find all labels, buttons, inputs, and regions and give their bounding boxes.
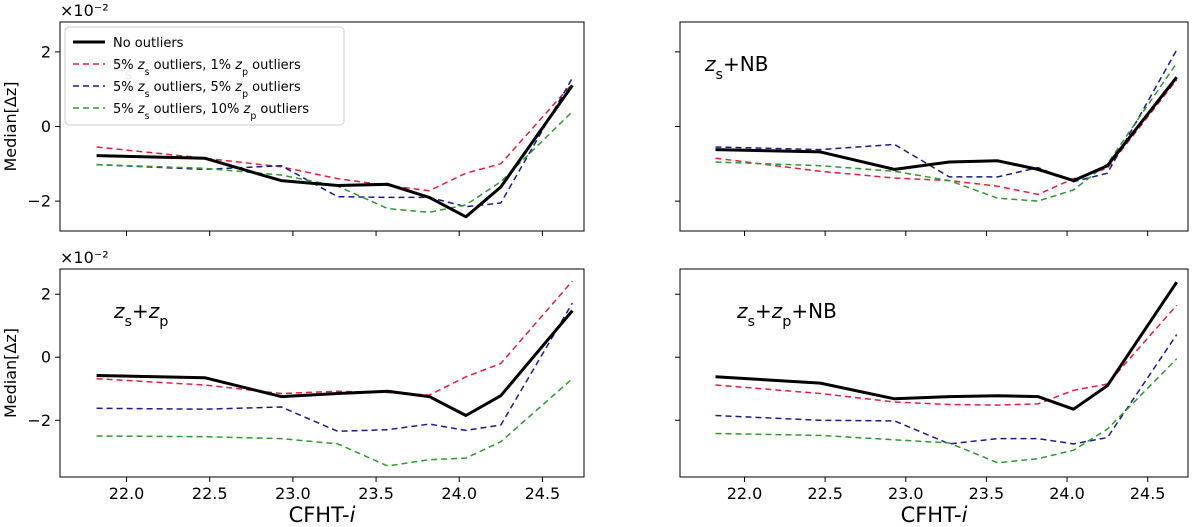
x-axis-title: CFHT-i — [901, 503, 968, 527]
x-tick-label: 24.0 — [1049, 484, 1085, 503]
y-tick-label: 2 — [41, 42, 51, 61]
x-tick-label: 23.0 — [888, 484, 924, 503]
x-tick-label: 24.5 — [1130, 484, 1166, 503]
legend-box — [64, 26, 345, 126]
panel-label: zs+zp+NB — [736, 299, 837, 330]
x-tick-label: 23.5 — [358, 484, 394, 503]
panel-bottom-left: 22.0 22.5 23.0 23.5 24.0 24.5 2 0 −2 ×10⁻² Median[… — [1, 248, 585, 527]
panel-label: zs+NB — [704, 52, 768, 83]
series-line-3 — [715, 49, 1178, 183]
series-line-1 — [96, 84, 574, 219]
series-line-2 — [715, 304, 1178, 406]
panel-label: zs+zp — [113, 299, 168, 330]
series-line-4 — [96, 378, 573, 467]
x-tick-label: 24.5 — [525, 484, 561, 503]
y-tick-label: −2 — [27, 192, 51, 211]
series-line-4 — [715, 62, 1178, 202]
legend-label: 5% zs outliers, 1% zp outliers — [113, 58, 301, 78]
legend-label: 5% zs outliers, 10% zp outliers — [113, 102, 309, 122]
panel-top-right: zs+NB — [675, 21, 1189, 236]
y-tick-label: 0 — [41, 348, 51, 367]
panel-bottom-right: 22.0 22.5 23.0 23.5 24.0 24.5 CFHT-i zs+zp+NB — [675, 268, 1189, 527]
x-tick-label: 23.0 — [275, 484, 311, 503]
series-line-2 — [715, 79, 1178, 196]
y-axis-title: Median[Δz] — [1, 81, 20, 171]
y-tick-label: 0 — [41, 117, 51, 136]
series-line-1 — [715, 281, 1178, 411]
x-tick-label: 23.5 — [969, 484, 1005, 503]
y-tick-label: 2 — [41, 285, 51, 304]
legend: No outliers 5% zs outliers, 1% zp outlier… — [64, 26, 345, 126]
y-axis-title: Median[Δz] — [1, 328, 20, 418]
series-line-4 — [715, 358, 1178, 464]
series-line-3 — [96, 302, 574, 433]
series-line-3 — [715, 334, 1178, 445]
x-tick-label: 22.5 — [192, 484, 228, 503]
series-line-1 — [715, 76, 1178, 183]
x-tick-label: 24.0 — [441, 484, 477, 503]
series-line-4 — [96, 111, 573, 214]
series-line-1 — [96, 309, 574, 417]
x-tick-label: 22.0 — [109, 484, 145, 503]
legend-label: 5% zs outliers, 5% zp outliers — [113, 80, 301, 100]
x-tick-label: 22.5 — [807, 484, 843, 503]
y-exponent-label: ×10⁻² — [60, 248, 109, 267]
y-tick-label: −2 — [27, 411, 51, 430]
plot-frame — [59, 268, 585, 478]
plot-frame — [679, 268, 1189, 478]
y-exponent-label: ×10⁻² — [60, 1, 109, 20]
x-axis-title: CFHT-i — [289, 503, 356, 527]
series-line-3 — [96, 77, 574, 208]
x-tick-label: 22.0 — [727, 484, 763, 503]
legend-label: No outliers — [113, 36, 184, 51]
